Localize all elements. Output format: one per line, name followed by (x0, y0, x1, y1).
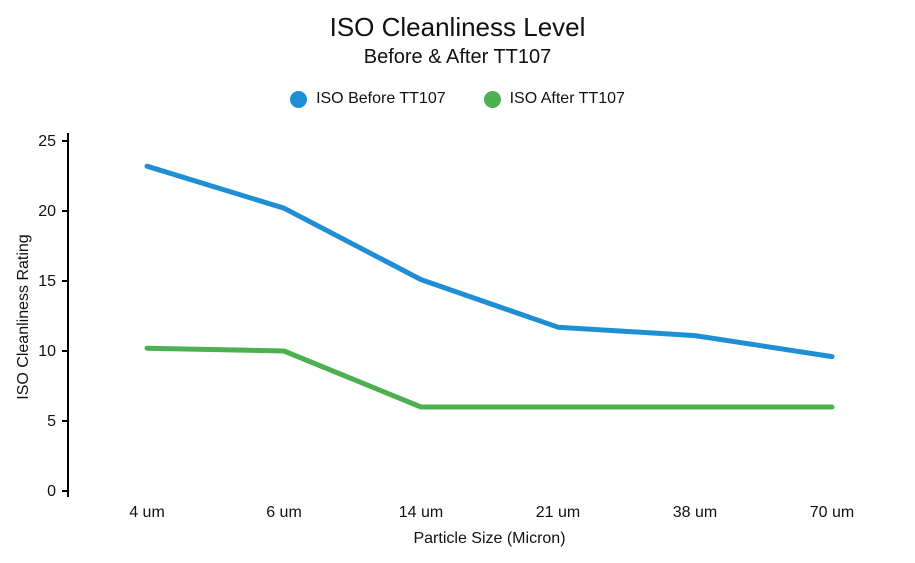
x-tick-label: 21 um (536, 504, 580, 521)
legend-dot-icon (290, 90, 308, 108)
line-chart-plot: 0 5 10 15 20 25 4 um 6 um 14 um 21 um 38 um 70 um Pa… (38, 133, 854, 547)
series-line-1 (144, 345, 835, 410)
y-tick-label: 20 (38, 203, 56, 220)
x-tick-label: 4 um (129, 504, 165, 521)
x-tick-label: 70 um (810, 504, 854, 521)
legend-label: ISO After TT107 (509, 90, 625, 107)
y-tick-label: 25 (38, 133, 56, 150)
legend-dot-icon (483, 90, 501, 108)
x-tick-label: 14 um (399, 504, 443, 521)
y-tick-label: 15 (38, 273, 56, 290)
legend-label: ISO Before TT107 (316, 90, 446, 107)
x-tick-label: 6 um (266, 504, 302, 521)
chart-legend: ISO Before TT107 ISO After TT107 (0, 90, 915, 108)
y-tick-label: 5 (47, 413, 56, 430)
chart-title: ISO Cleanliness Level (329, 12, 586, 42)
series-line-0 (144, 163, 835, 360)
y-tick-label: 10 (38, 343, 56, 360)
chart-subtitle: Before & After TT107 (363, 46, 552, 68)
y-tick-label: 0 (47, 483, 56, 500)
legend-item-1: ISO After TT107 (483, 90, 625, 108)
x-axis-title: Particle Size (Micron) (413, 530, 565, 547)
x-tick-label: 38 um (673, 504, 717, 521)
legend-item-0: ISO Before TT107 (290, 90, 446, 108)
